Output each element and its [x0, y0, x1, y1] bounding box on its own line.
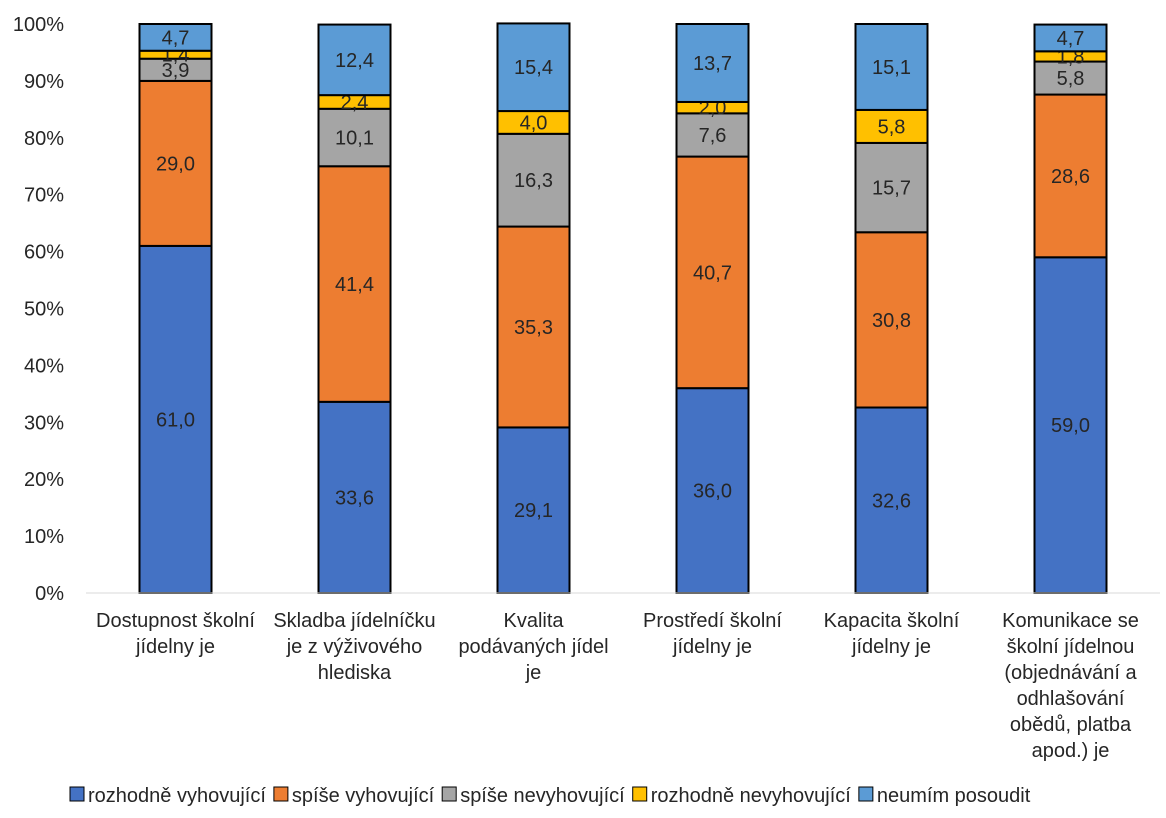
- x-category-label-line: Kvalita: [503, 610, 564, 632]
- x-category-label-line: jídelny je: [672, 636, 752, 658]
- data-label: 15,1: [872, 57, 911, 79]
- y-axis: 0% 10% 20% 30% 40% 50% 60% 70% 80% 90% 100%: [13, 14, 64, 605]
- x-category-label: Kapacita školní jídelny je: [824, 610, 960, 658]
- x-axis: Dostupnost školní jídelny je Skladba jídel…: [86, 592, 1160, 762]
- x-category-label-line: Kapacita školní: [824, 610, 960, 632]
- legend-label: spíše vyhovující: [292, 785, 435, 807]
- y-tick-label: 20%: [24, 469, 64, 491]
- data-label: 4,7: [1057, 28, 1085, 50]
- bar-segment: [1033, 23, 1108, 53]
- x-category-label: Dostupnost školní jídelny je: [96, 610, 255, 658]
- bar-segment: [854, 406, 929, 595]
- data-label: 2,0: [699, 98, 727, 120]
- x-category-label: Skladba jídelníčku je z výživového hledisk…: [273, 610, 435, 684]
- data-label: 16,3: [514, 170, 553, 192]
- y-tick-label: 80%: [24, 128, 64, 150]
- bar-segment: [854, 108, 929, 144]
- y-tick-label: 60%: [24, 242, 64, 264]
- data-label: 12,4: [335, 50, 374, 72]
- bar-segment: [138, 23, 213, 52]
- data-label: 10,1: [335, 128, 374, 150]
- data-label: 4,0: [520, 112, 548, 134]
- x-category-label-line: Dostupnost školní: [96, 610, 255, 632]
- x-category-label-line: podávaných jídel: [458, 636, 608, 658]
- legend-swatch: [273, 786, 289, 802]
- legend-swatch: [69, 786, 85, 802]
- y-tick-label: 100%: [13, 14, 64, 36]
- bar-segment: [317, 400, 392, 595]
- bar-segment: [496, 22, 571, 113]
- data-label: 5,8: [878, 116, 906, 138]
- bar-segment: [1033, 93, 1108, 259]
- data-label: 3,9: [162, 60, 190, 82]
- x-category-label-line: jídelny je: [851, 636, 931, 658]
- legend-swatch: [858, 786, 874, 802]
- data-label: 40,7: [693, 262, 732, 284]
- bar-segment: [1033, 60, 1108, 96]
- data-label: 59,0: [1051, 415, 1090, 437]
- y-tick-label: 0%: [35, 583, 64, 605]
- data-label: 13,7: [693, 53, 732, 75]
- data-label: 29,1: [514, 500, 553, 522]
- legend-label: spíše nevyhovující: [460, 785, 625, 807]
- data-label: 30,8: [872, 310, 911, 332]
- x-category-label-line: Komunikace se: [1002, 610, 1139, 632]
- x-category-label-line: hlediska: [318, 662, 392, 684]
- legend-swatch: [441, 786, 457, 802]
- x-category-label-line: jídelny je: [135, 636, 215, 658]
- x-category-label: Prostředí školní jídelny je: [643, 610, 782, 658]
- y-tick-label: 40%: [24, 355, 64, 377]
- bars: 61,029,03,91,44,733,641,410,12,412,429,1…: [138, 22, 1108, 595]
- bar-segment: [496, 225, 571, 429]
- x-category-label-line: apod.) je: [1032, 740, 1110, 762]
- legend-swatch: [632, 786, 648, 802]
- bar-segment: [675, 23, 750, 103]
- x-category-label-line: je: [525, 662, 542, 684]
- x-category-label-line: Prostředí školní: [643, 610, 782, 632]
- legend-label: rozhodně nevyhovující: [651, 785, 852, 807]
- bar-segment: [675, 112, 750, 158]
- data-label: 61,0: [156, 409, 195, 431]
- x-category-label: Kvalita podávaných jídel je: [458, 610, 608, 684]
- bar-segment: [138, 244, 213, 594]
- y-tick-label: 90%: [24, 71, 64, 93]
- bar-segment: [854, 23, 929, 111]
- data-label: 28,6: [1051, 166, 1090, 188]
- data-label: 29,0: [156, 153, 195, 175]
- data-label: 5,8: [1057, 68, 1085, 90]
- y-tick-label: 10%: [24, 526, 64, 548]
- x-category-label-line: odhlašování: [1017, 688, 1125, 710]
- bar-segment: [317, 165, 392, 403]
- x-category-label-line: obědů, platba: [1010, 714, 1132, 736]
- data-label: 36,0: [693, 481, 732, 503]
- legend-label: rozhodně vyhovující: [88, 785, 266, 807]
- data-label: 41,4: [335, 274, 374, 296]
- data-label: 32,6: [872, 490, 911, 512]
- y-tick-label: 70%: [24, 185, 64, 207]
- bar-segment: [854, 231, 929, 409]
- bar-segment: [138, 79, 213, 247]
- y-tick-label: 50%: [24, 299, 64, 321]
- x-category-label: Komunikace se školní jídelnou (objednávání…: [1002, 610, 1139, 762]
- legend-label: neumím posoudit: [877, 785, 1031, 807]
- data-label: 2,4: [341, 92, 369, 114]
- bar-segment: [496, 132, 571, 228]
- data-label: 15,7: [872, 178, 911, 200]
- legend: rozhodně vyhovující spíše vyhovující spíše…: [69, 785, 1031, 807]
- bar-segment: [317, 23, 392, 97]
- bar-segment: [854, 141, 929, 234]
- bar-segment: [675, 387, 750, 594]
- bar-segment: [675, 155, 750, 390]
- x-category-label-line: Skladba jídelníčku: [273, 610, 435, 632]
- data-label: 4,7: [162, 27, 190, 49]
- data-label: 7,6: [699, 125, 727, 147]
- data-label: 15,4: [514, 57, 553, 79]
- data-label: 35,3: [514, 317, 553, 339]
- x-category-label-line: školní jídelnou: [1007, 636, 1135, 658]
- data-label: 33,6: [335, 487, 374, 509]
- x-category-label-line: je z výživového: [286, 636, 423, 658]
- x-category-label-line: (objednávání a: [1004, 662, 1137, 684]
- y-tick-label: 30%: [24, 412, 64, 434]
